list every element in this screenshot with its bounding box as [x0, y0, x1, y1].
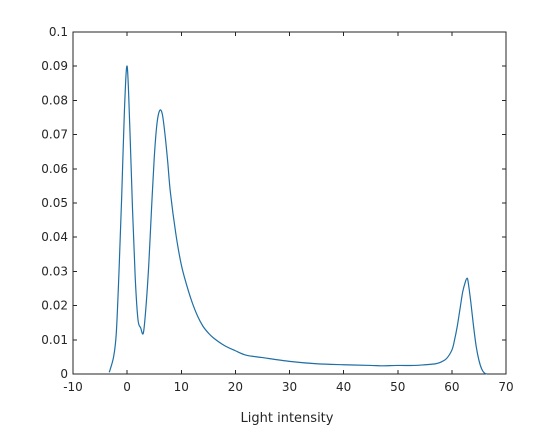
- x-tick-label: 10: [174, 380, 189, 394]
- y-tick-label: 0.02: [41, 299, 68, 313]
- x-tick-label: 50: [390, 380, 405, 394]
- series-line: [108, 65, 488, 375]
- y-tick-label: 0.06: [41, 162, 68, 176]
- y-tick-label: 0.07: [41, 128, 68, 142]
- x-tick-label: 70: [498, 380, 513, 394]
- y-tick-label: 0: [60, 367, 68, 381]
- x-tick-label: 30: [282, 380, 297, 394]
- y-tick-label: 0.05: [41, 196, 68, 210]
- y-tick-label: 0.01: [41, 333, 68, 347]
- x-tick-label: 60: [444, 380, 459, 394]
- x-tick-label: 40: [336, 380, 351, 394]
- x-tick-label: 20: [228, 380, 243, 394]
- x-axis-label: Light intensity: [241, 411, 334, 426]
- y-tick-label: 0.08: [41, 93, 68, 107]
- x-tick-label: -10: [63, 380, 83, 394]
- y-tick-label: 0.03: [41, 264, 68, 278]
- y-tick-label: 0.1: [49, 25, 68, 39]
- x-tick-label: 0: [123, 380, 131, 394]
- y-tick-label: 0.09: [41, 59, 68, 73]
- y-tick-label: 0.04: [41, 230, 68, 244]
